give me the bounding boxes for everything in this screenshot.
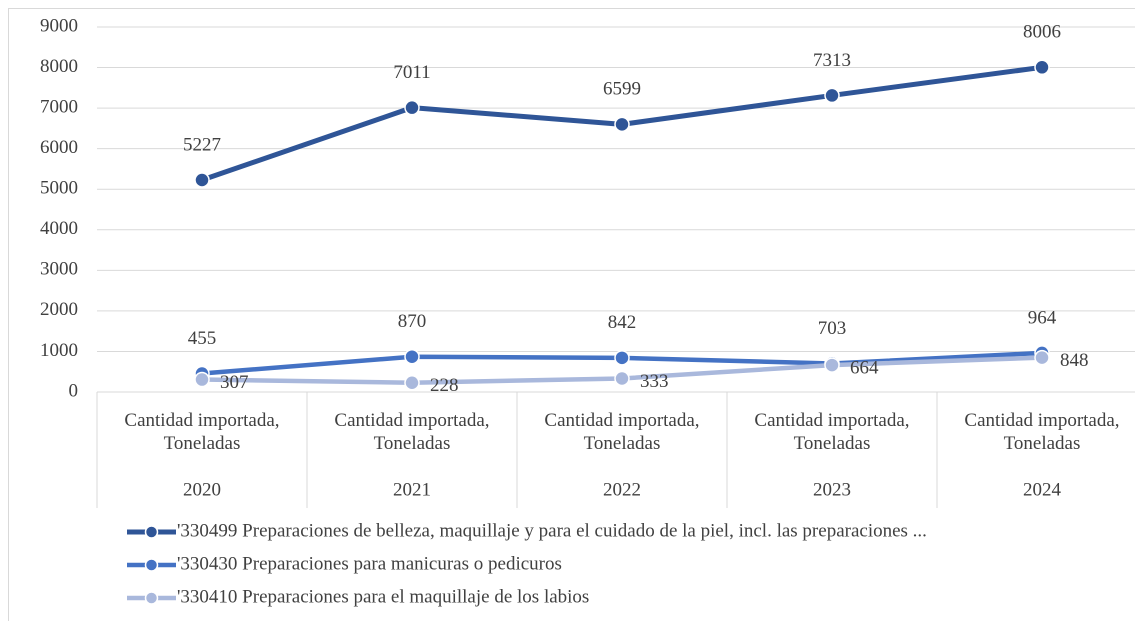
x-tick-label: 2021 [393,479,431,500]
point [1034,349,1050,366]
data-label: 8006 [1023,22,1061,43]
x-tick-label: 2023 [813,479,851,500]
y-tick-label: 0 [69,380,79,401]
data-label: 964 [1028,307,1057,328]
data-label: 7011 [393,62,430,83]
data-label: 703 [818,318,847,339]
y-tick-label: 1000 [40,340,78,361]
data-label: 842 [608,312,637,333]
x-tick-sublabel: Cantidad importada, Toneladas [124,410,280,454]
data-label: 307 [220,372,249,393]
legend-label: '330499 Preparaciones de belleza, maquil… [177,520,927,541]
x-tick-sublabel: Cantidad importada, Toneladas [544,410,700,454]
x-tick-sublabel: Cantidad importada, Toneladas [964,410,1120,454]
point [1034,59,1050,76]
point [404,375,420,391]
point [404,99,420,116]
point [614,370,630,387]
point [824,87,840,104]
data-label: 5227 [183,134,221,155]
data-label: 664 [850,357,879,378]
x-tick-label: 2020 [183,479,221,500]
point [194,371,210,388]
data-label: 455 [188,328,217,349]
data-label: 228 [430,375,459,396]
legend-marker [144,591,159,605]
data-label: 870 [398,311,427,332]
y-tick-label: 3000 [40,259,78,280]
point [404,348,420,365]
y-tick-label: 4000 [40,218,78,239]
data-label: 7313 [813,50,851,71]
point [824,357,840,373]
data-label: 6599 [603,79,641,100]
x-tick-label: 2024 [1023,479,1062,500]
x-tick-sublabel: Cantidad importada, Toneladas [334,410,490,454]
y-tick-label: 5000 [40,178,78,199]
y-tick-label: 7000 [40,96,78,117]
x-tick-label: 2022 [603,479,641,500]
y-tick-label: 6000 [40,137,78,158]
y-tick-label: 8000 [40,56,78,77]
x-tick-sublabel: Cantidad importada, Toneladas [754,410,910,454]
legend-marker [144,525,159,539]
point [614,116,630,133]
point [194,172,210,188]
y-tick-label: 9000 [40,15,78,36]
data-label: 848 [1060,350,1089,371]
legend-label: '330410 Preparaciones para el maquillaje… [177,586,589,607]
point [614,350,630,366]
data-label: 333 [640,371,669,392]
y-tick-label: 2000 [40,299,78,320]
chart-border [8,8,1135,621]
legend-marker [144,558,159,572]
legend-label: '330430 Preparaciones para manicuras o p… [177,553,562,574]
